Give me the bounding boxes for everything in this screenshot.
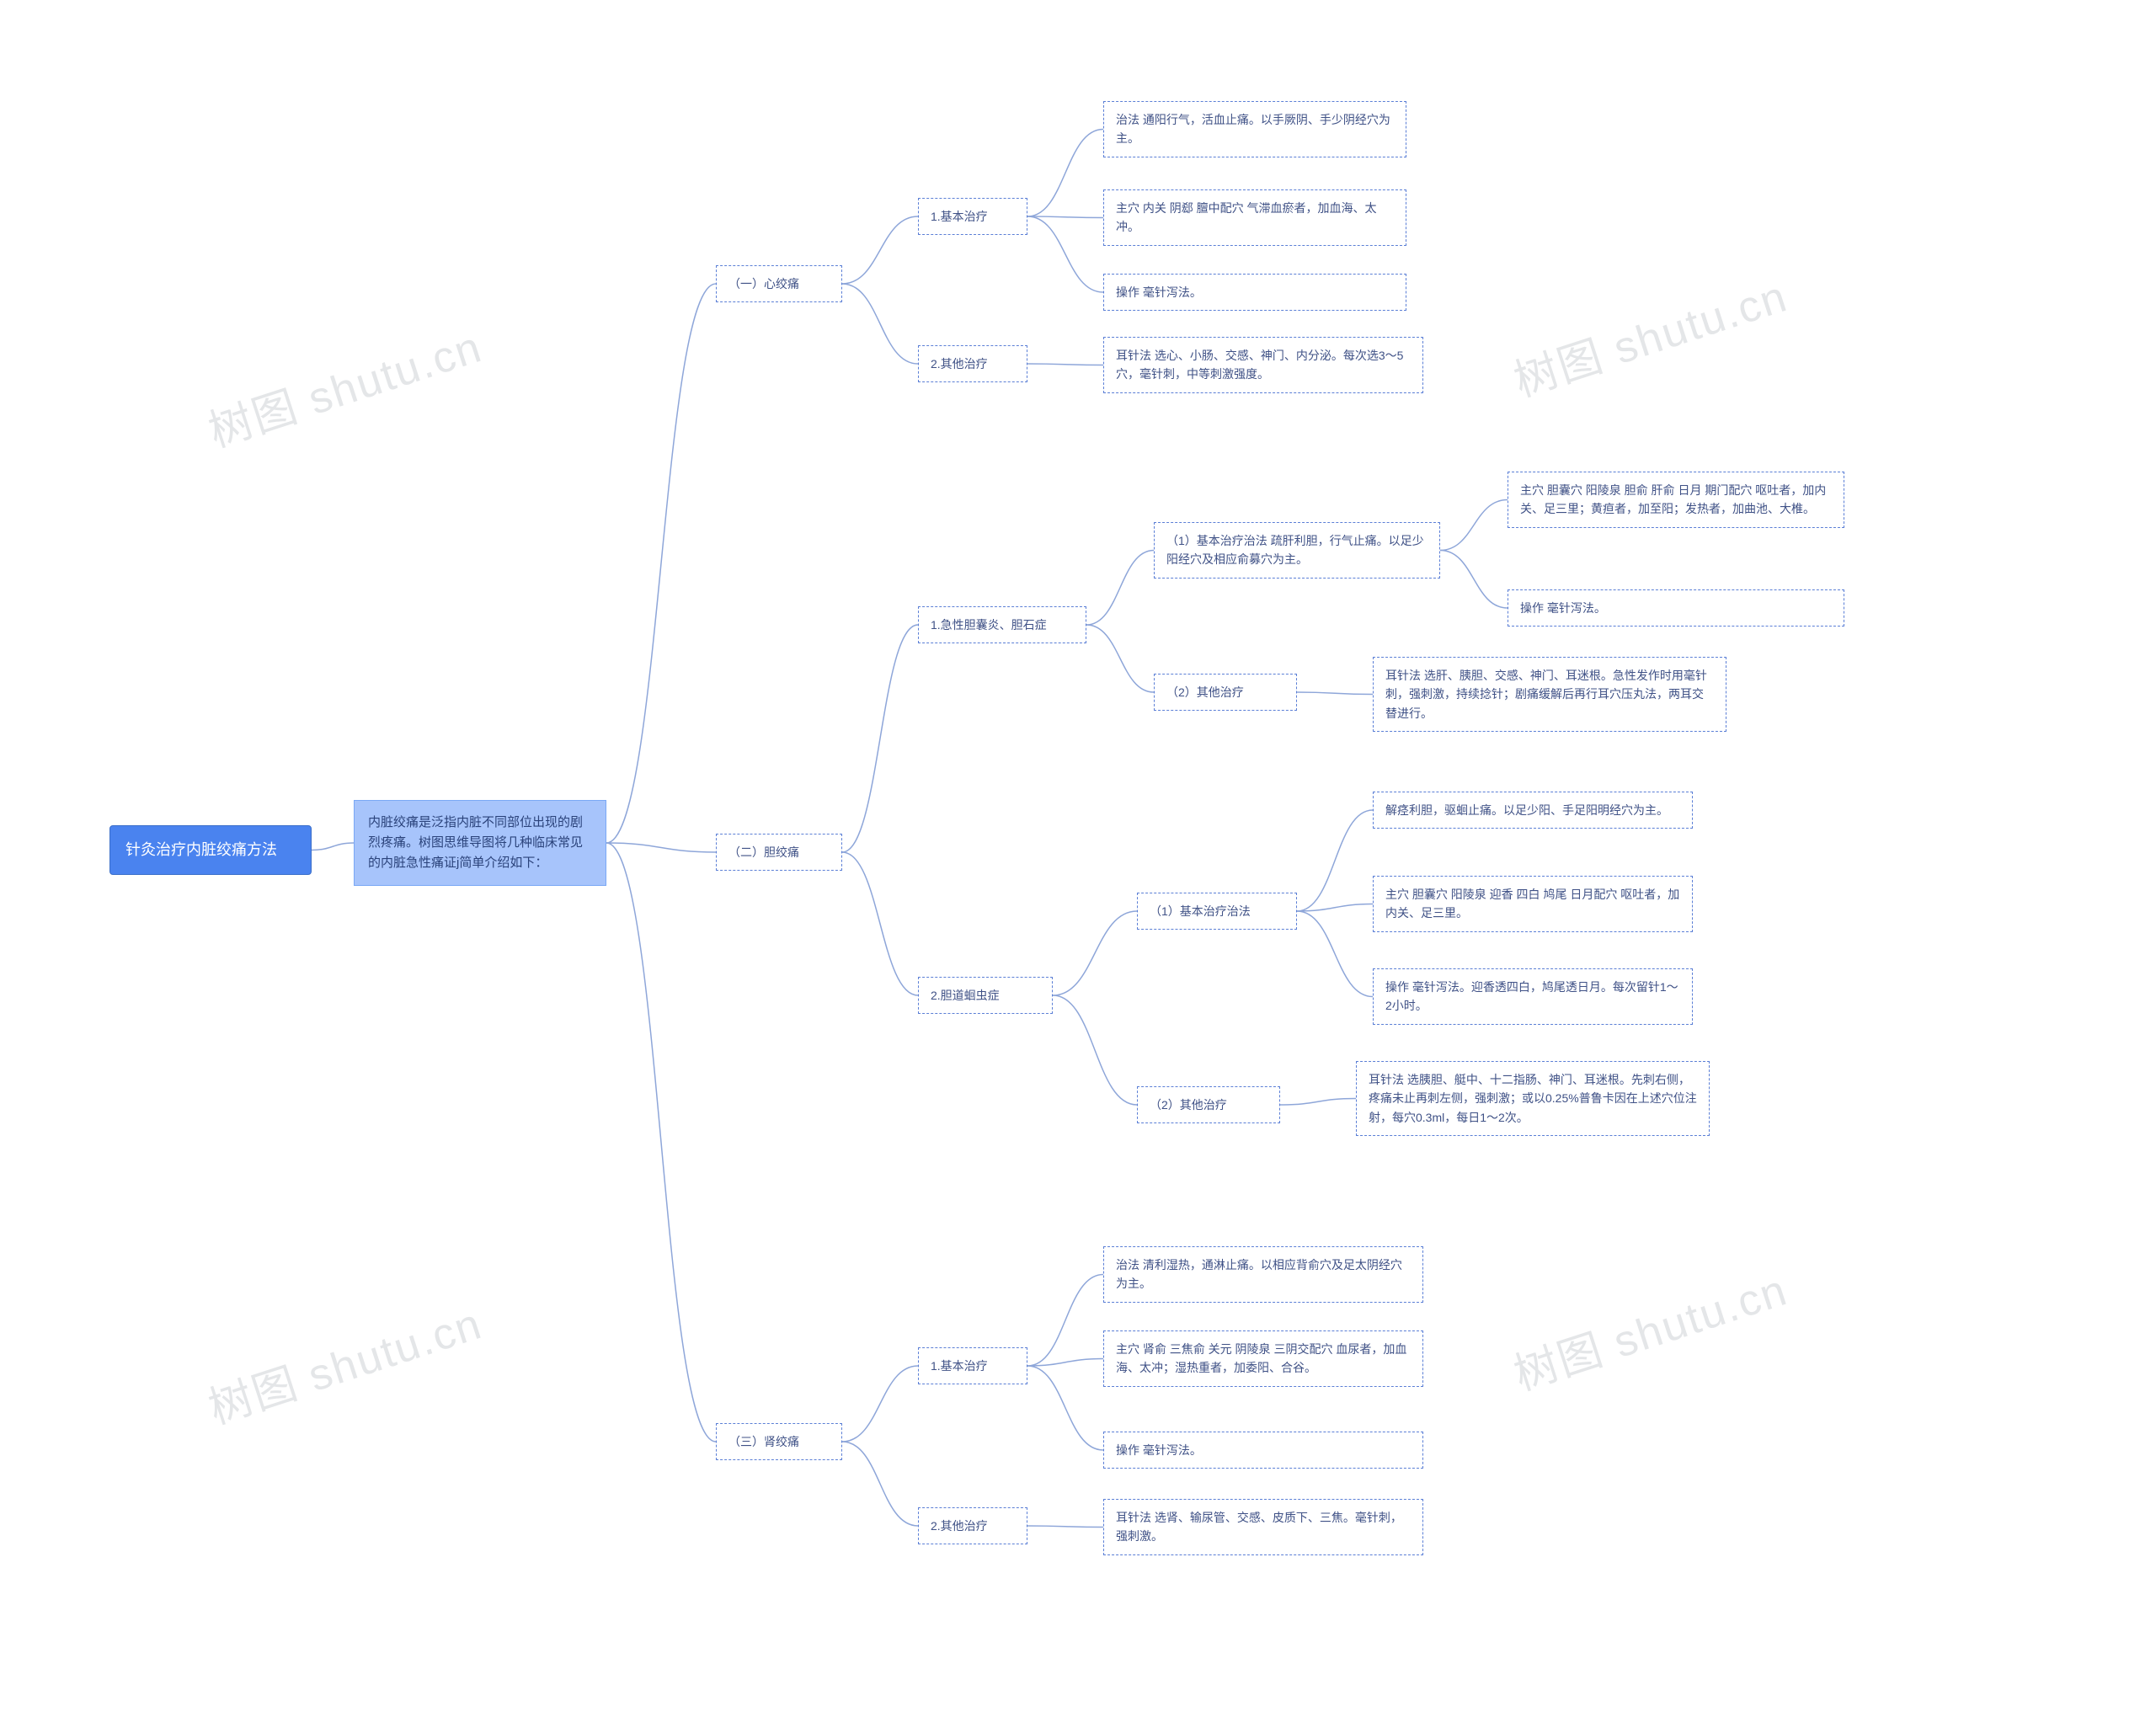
connector <box>1027 216 1103 292</box>
connector <box>1027 1526 1103 1528</box>
mindmap-node[interactable]: （1）基本治疗治法 疏肝利胆，行气止痛。以足少阳经穴及相应俞募穴为主。 <box>1154 522 1440 579</box>
mindmap-node[interactable]: 操作 毫针泻法。 <box>1508 589 1844 627</box>
connectors-layer <box>0 0 2156 1733</box>
mindmap-node[interactable]: 耳针法 选胰胆、艇中、十二指肠、神门、耳迷根。先刺右侧，疼痛未止再刺左侧，强刺激… <box>1356 1061 1710 1136</box>
mindmap-node[interactable]: 耳针法 选肝、胰胆、交感、神门、耳迷根。急性发作时用毫针刺，强刺激，持续捻针；剧… <box>1373 657 1726 732</box>
mindmap-node[interactable]: 针灸治疗内脏绞痛方法 <box>109 825 312 875</box>
mindmap-node[interactable]: 内脏绞痛是泛指内脏不同部位出现的剧烈疼痛。树图思维导图将几种临床常见的内脏急性痛… <box>354 800 606 886</box>
connector <box>842 284 918 364</box>
connector <box>606 284 716 843</box>
connector <box>1053 911 1137 995</box>
connector <box>842 852 918 995</box>
connector <box>1027 1366 1103 1450</box>
connector <box>1086 625 1154 692</box>
mindmap-node[interactable]: （2）其他治疗 <box>1154 674 1297 711</box>
mindmap-node[interactable]: （1）基本治疗治法 <box>1137 893 1297 930</box>
mindmap-node[interactable]: 操作 毫针泻法。 <box>1103 1432 1423 1469</box>
mindmap-node[interactable]: 操作 毫针泻法。迎香透四白，鸠尾透日月。每次留针1～2小时。 <box>1373 968 1693 1025</box>
connector <box>842 1442 918 1526</box>
connector <box>606 843 716 852</box>
connector <box>606 843 716 1442</box>
watermark: 树图 shutu.cn <box>1505 261 1795 408</box>
mindmap-node[interactable]: 主穴 胆囊穴 阳陵泉 迎香 四白 鸠尾 日月配穴 呕吐者，加内关、足三里。 <box>1373 876 1693 932</box>
mindmap-node[interactable]: （三）肾绞痛 <box>716 1423 842 1460</box>
connector <box>1297 810 1373 911</box>
mindmap-node[interactable]: 2.胆道蛔虫症 <box>918 977 1053 1014</box>
mindmap-canvas: 树图 shutu.cn 树图 shutu.cn 树图 shutu.cn 树图 shut… <box>0 0 2156 1733</box>
mindmap-node[interactable]: 耳针法 选肾、输尿管、交感、皮质下、三焦。毫针刺，强刺激。 <box>1103 1499 1423 1555</box>
connector <box>1053 995 1137 1105</box>
mindmap-node[interactable]: 1.基本治疗 <box>918 1347 1027 1384</box>
mindmap-node[interactable]: （2）其他治疗 <box>1137 1086 1280 1123</box>
mindmap-node[interactable]: 治法 通阳行气，活血止痛。以手厥阴、手少阴经穴为主。 <box>1103 101 1406 157</box>
connector <box>1297 692 1373 695</box>
connector <box>1297 904 1373 912</box>
mindmap-node[interactable]: 治法 清利湿热，通淋止痛。以相应背俞穴及足太阴经穴为主。 <box>1103 1246 1423 1303</box>
connector <box>312 843 354 851</box>
connector <box>1027 216 1103 218</box>
mindmap-node[interactable]: 2.其他治疗 <box>918 345 1027 382</box>
mindmap-node[interactable]: 主穴 胆囊穴 阳陵泉 胆俞 肝俞 日月 期门配穴 呕吐者，加内关、足三里；黄疸者… <box>1508 472 1844 528</box>
mindmap-node[interactable]: 操作 毫针泻法。 <box>1103 274 1406 311</box>
watermark: 树图 shutu.cn <box>200 1288 489 1436</box>
connector <box>1027 1275 1103 1367</box>
mindmap-node[interactable]: （一）心绞痛 <box>716 265 842 302</box>
watermark: 树图 shutu.cn <box>1505 1255 1795 1402</box>
mindmap-node[interactable]: 1.基本治疗 <box>918 198 1027 235</box>
mindmap-node[interactable]: 主穴 肾俞 三焦俞 关元 阴陵泉 三阴交配穴 血尿者，加血海、太冲；湿热重者，加… <box>1103 1330 1423 1387</box>
connector <box>1440 551 1508 609</box>
mindmap-node[interactable]: 耳针法 选心、小肠、交感、神门、内分泌。每次选3～5穴，毫针刺，中等刺激强度。 <box>1103 337 1423 393</box>
mindmap-node[interactable]: 2.其他治疗 <box>918 1507 1027 1544</box>
mindmap-node[interactable]: 1.急性胆囊炎、胆石症 <box>918 606 1086 643</box>
mindmap-node[interactable]: 主穴 内关 阴郄 膻中配穴 气滞血瘀者，加血海、太冲。 <box>1103 189 1406 246</box>
connector <box>842 1366 918 1442</box>
mindmap-node[interactable]: （二）胆绞痛 <box>716 834 842 871</box>
connector <box>1297 911 1373 997</box>
connector <box>842 216 918 284</box>
connector <box>842 625 918 852</box>
watermark: 树图 shutu.cn <box>200 312 489 459</box>
connector <box>1280 1099 1356 1106</box>
connector <box>1086 551 1154 626</box>
connector <box>1027 1359 1103 1367</box>
connector <box>1027 364 1103 365</box>
connector <box>1027 130 1103 217</box>
connector <box>1440 500 1508 551</box>
mindmap-node[interactable]: 解痉利胆，驱蛔止痛。以足少阳、手足阳明经穴为主。 <box>1373 792 1693 829</box>
